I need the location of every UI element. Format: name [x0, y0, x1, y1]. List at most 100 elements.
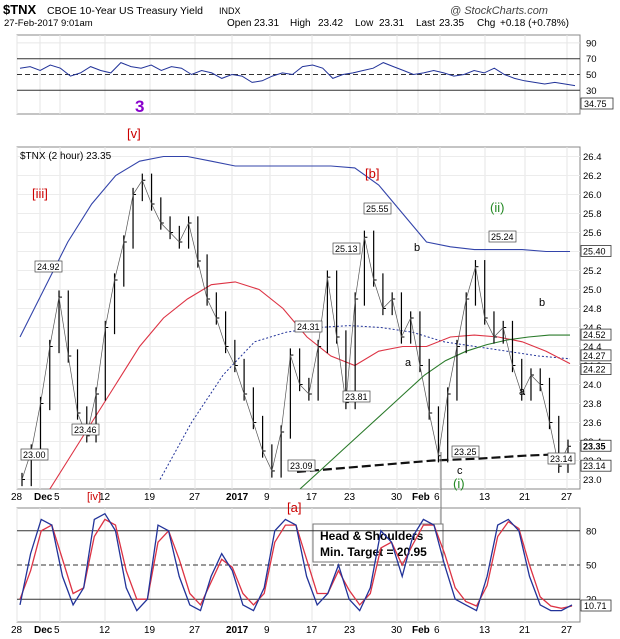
x-tick-label: 9 — [264, 492, 270, 503]
vertical-grid — [16, 35, 568, 622]
price-tick-label: 23.6 — [583, 418, 602, 429]
price-callout-label: 25.55 — [366, 204, 389, 214]
x-tick-label: 5 — [54, 492, 60, 503]
price-callout-label: 25.24 — [491, 232, 514, 242]
right-value-box — [580, 459, 612, 472]
open-value: 23.31 — [254, 18, 279, 29]
top-tick-label: 50 — [586, 70, 597, 81]
x-tick-label: 27 — [189, 625, 201, 636]
annotation-line1: Head & Shoulders — [320, 529, 424, 543]
top-tick-label: 70 — [586, 54, 597, 65]
x-tick-label: 23 — [344, 625, 356, 636]
x-tick-label: Dec — [34, 492, 53, 503]
x-axis-main: 28 Dec 5 12 19 27 2017 9 17 23 30 Feb 6 13 21 27 — [11, 492, 573, 503]
price-callouts: 23.00 24.92 23.46 24.31 23.09 25.13 23.81 25.55… — [20, 202, 576, 472]
green-moving-average — [299, 334, 570, 489]
price-callout-label: 23.46 — [74, 425, 97, 435]
instrument-name: CBOE 10-Year US Treasury Yield — [47, 5, 203, 17]
main-panel-frame — [16, 146, 581, 490]
chg-label: Chg — [477, 18, 495, 29]
top-tick-label: 30 — [586, 86, 597, 97]
wave-label-a1: a — [405, 357, 412, 369]
x-tick-label: 6 — [434, 492, 440, 503]
price-callout-box — [547, 452, 576, 465]
price-tick-label: 24.8 — [583, 304, 602, 315]
price-tick-label: 26.2 — [583, 171, 602, 182]
x-tick-label: 28 — [11, 625, 23, 636]
price-callout-box — [20, 448, 49, 461]
price-tick-label: 25.2 — [583, 266, 602, 277]
x-tick-label: 27 — [189, 492, 201, 503]
price-callout-box — [363, 202, 392, 215]
wave-label-b1: b — [414, 242, 420, 254]
price-tick-label: 25.8 — [583, 209, 602, 220]
exchange: INDX — [219, 6, 241, 16]
symbol: $TNX — [3, 2, 37, 17]
wave-label-iii: [iii] — [32, 186, 48, 201]
price-callout-box — [287, 459, 316, 472]
wave-label-b-bracket: [b] — [365, 166, 379, 181]
price-callout-label: 23.09 — [290, 461, 313, 471]
price-callout-box — [34, 260, 63, 273]
price-callout-label: 24.92 — [37, 262, 60, 272]
price-path — [21, 179, 569, 480]
price-callout-box — [71, 423, 100, 436]
right-value-box — [580, 349, 612, 362]
x-tick-label: 19 — [144, 492, 156, 503]
price-callout-label: 23.14 — [550, 454, 573, 464]
right-value-label: 25.40 — [583, 247, 606, 257]
right-value-label: 23.14 — [583, 461, 606, 471]
price-tick-label: 25.0 — [583, 285, 602, 296]
x-tick-label: Feb — [412, 492, 430, 503]
x-tick-label: Dec — [34, 625, 53, 636]
timestamp: 27-Feb-2017 9:01am — [4, 18, 93, 29]
bottom-value-tag: 10.71 — [580, 599, 612, 612]
wave-label-a-bracket: [a] — [287, 500, 301, 515]
annotation-line2: Min. Target = 20.95 — [320, 545, 427, 559]
wave-label-i: (i) — [453, 476, 465, 491]
x-tick-label: 13 — [479, 492, 491, 503]
x-tick-label: 2017 — [226, 492, 249, 503]
high-label: High — [290, 18, 311, 29]
price-callout-label: 23.25 — [454, 447, 477, 457]
price-axis: 26.426.226.025.825.625.425.225.024.824.6… — [583, 152, 602, 486]
bottom-tick-label: 50 — [586, 561, 597, 572]
price-legend: $TNX (2 hour) 23.35 — [20, 151, 112, 162]
bottom-panel-axis: 805020 — [17, 526, 597, 606]
high-value: 23.42 — [318, 18, 343, 29]
x-tick-label: 30 — [391, 625, 403, 636]
right-value-label: 24.52 — [583, 330, 606, 340]
price-callout-box — [294, 320, 323, 333]
neckline — [296, 452, 571, 473]
bottom-value-label: 10.71 — [584, 601, 607, 611]
x-tick-label: 27 — [561, 492, 573, 503]
x-tick-label: 2017 — [226, 625, 249, 636]
x-tick-label: 5 — [54, 625, 60, 636]
price-tick-label: 26.4 — [583, 152, 602, 163]
price-tick-label: 23.8 — [583, 399, 602, 410]
price-callout-label: 23.81 — [345, 392, 368, 402]
price-tick-label: 24.6 — [583, 323, 602, 334]
top-panel-axis: 90 70 50 30 — [17, 38, 597, 97]
top-tick-label: 90 — [586, 38, 597, 49]
open-label: Open — [227, 18, 251, 29]
oscillator-k-line — [19, 512, 573, 612]
price-tick-label: 24.0 — [583, 380, 602, 391]
long-moving-average — [19, 155, 570, 338]
right-value-label: 24.22 — [583, 365, 606, 375]
wave-label-c1: c — [457, 465, 463, 477]
x-tick-label: 23 — [344, 492, 356, 503]
chart-header: $TNX CBOE 10-Year US Treasury Yield INDX… — [3, 2, 569, 29]
right-value-tags: 25.40 24.52 24.27 24.22 23.35 23.14 — [580, 245, 612, 472]
price-callout-label: 24.31 — [297, 322, 320, 332]
right-value-box — [580, 245, 612, 257]
top-indicator-line — [19, 62, 576, 87]
chg-value: +0.18 (+0.78%) — [500, 18, 569, 29]
bottom-tick-label: 80 — [586, 526, 597, 537]
wave-label-3: 3 — [135, 97, 144, 116]
x-tick-label: 17 — [306, 492, 318, 503]
right-value-box — [580, 328, 612, 341]
last-label: Last — [416, 18, 435, 29]
top-value-tag: 34.75 — [580, 97, 614, 110]
